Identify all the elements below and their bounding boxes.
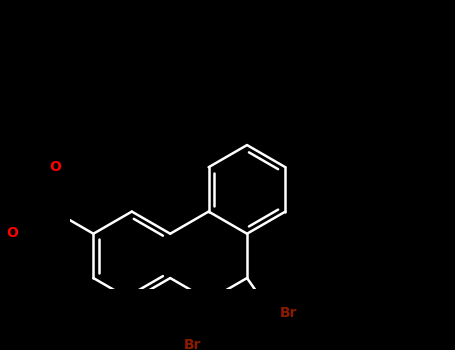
Text: Br: Br bbox=[184, 338, 202, 350]
Text: Br: Br bbox=[280, 306, 298, 320]
Text: O: O bbox=[6, 226, 18, 240]
Text: O: O bbox=[49, 160, 61, 174]
